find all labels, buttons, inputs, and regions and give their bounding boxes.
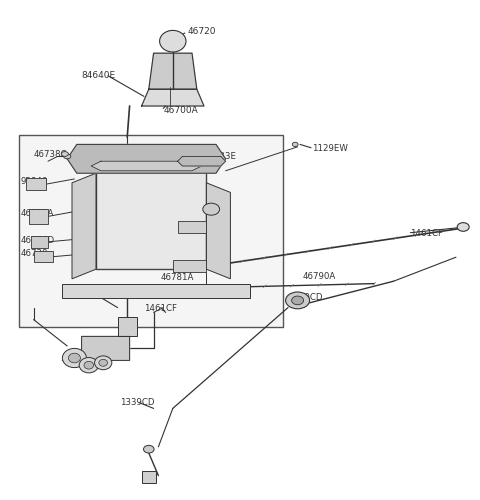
- Text: 95761A: 95761A: [180, 222, 213, 232]
- Bar: [19, 135, 283, 327]
- Text: 1339CD: 1339CD: [120, 398, 155, 407]
- Text: 46700A: 46700A: [163, 106, 198, 116]
- Text: 46710F: 46710F: [84, 168, 117, 176]
- Text: 46735: 46735: [83, 190, 110, 198]
- Bar: [31, 236, 48, 248]
- Ellipse shape: [99, 360, 108, 366]
- Bar: [118, 317, 137, 336]
- Polygon shape: [62, 284, 250, 298]
- Ellipse shape: [84, 362, 94, 369]
- Ellipse shape: [286, 292, 310, 309]
- Text: 46780C: 46780C: [170, 260, 204, 269]
- Ellipse shape: [63, 154, 71, 159]
- Bar: [142, 471, 156, 483]
- Ellipse shape: [203, 203, 219, 215]
- Ellipse shape: [95, 356, 112, 370]
- Text: 1129EW: 1129EW: [312, 144, 348, 152]
- Ellipse shape: [62, 348, 86, 368]
- Text: 46720: 46720: [187, 27, 216, 36]
- Ellipse shape: [144, 446, 154, 453]
- Text: 46783: 46783: [89, 178, 116, 188]
- Ellipse shape: [159, 30, 186, 52]
- Text: 46710A: 46710A: [62, 288, 96, 298]
- Text: 95840: 95840: [21, 177, 48, 186]
- Polygon shape: [91, 161, 202, 171]
- Polygon shape: [142, 89, 204, 106]
- Bar: [178, 221, 206, 233]
- Text: 46730: 46730: [21, 249, 48, 258]
- Polygon shape: [206, 183, 230, 279]
- Polygon shape: [149, 53, 197, 89]
- Polygon shape: [72, 173, 96, 279]
- Text: 46784D: 46784D: [20, 236, 54, 245]
- Bar: [34, 252, 53, 262]
- Text: 1461CF: 1461CF: [410, 228, 444, 237]
- Ellipse shape: [457, 222, 469, 232]
- Bar: [173, 260, 206, 272]
- Text: 46733E: 46733E: [204, 152, 237, 161]
- Ellipse shape: [61, 152, 69, 156]
- Ellipse shape: [292, 142, 298, 146]
- Text: 1461CF: 1461CF: [144, 304, 177, 313]
- Text: 46790A: 46790A: [302, 272, 336, 281]
- Polygon shape: [62, 336, 130, 365]
- Polygon shape: [178, 156, 226, 166]
- Polygon shape: [67, 144, 226, 173]
- Ellipse shape: [79, 358, 98, 373]
- Text: 46781A: 46781A: [161, 274, 194, 282]
- Text: 46718: 46718: [199, 206, 227, 214]
- Bar: [96, 164, 206, 269]
- Bar: [29, 209, 48, 224]
- Text: 84640E: 84640E: [82, 72, 116, 80]
- Text: 46788A: 46788A: [20, 210, 54, 218]
- Ellipse shape: [69, 353, 81, 363]
- Ellipse shape: [292, 296, 304, 304]
- Bar: [26, 178, 46, 190]
- Text: 1339CD: 1339CD: [288, 294, 323, 302]
- Text: 46738C: 46738C: [34, 150, 67, 160]
